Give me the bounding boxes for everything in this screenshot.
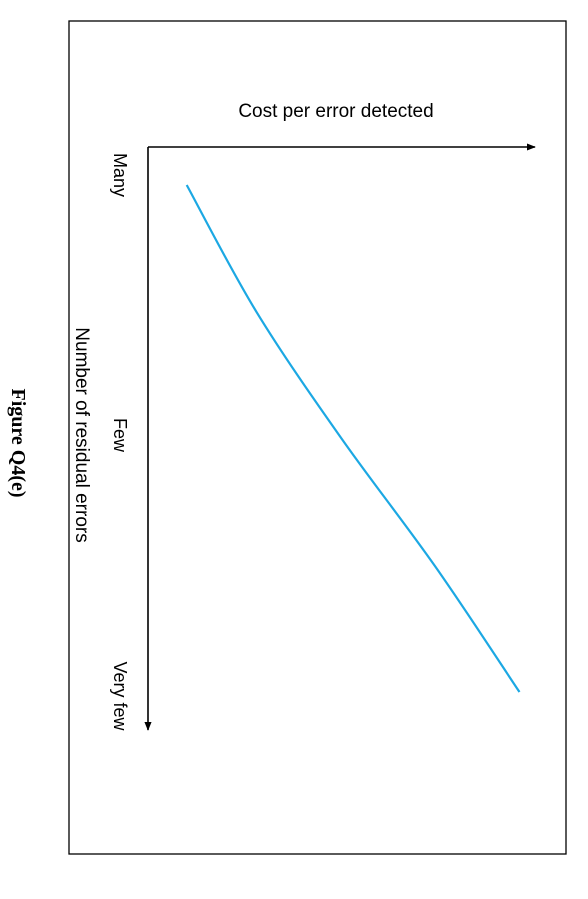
x-tick-label-many: Many bbox=[110, 153, 130, 197]
x-tick-label-very-few: Very few bbox=[110, 661, 130, 731]
x-axis-title: Number of residual errors bbox=[71, 327, 92, 542]
y-axis-title: Cost per error detected bbox=[238, 101, 433, 122]
figure-caption: Figure Q4(e) bbox=[7, 388, 29, 497]
series-curve bbox=[185, 184, 521, 693]
figure-frame bbox=[68, 20, 567, 855]
x-tick-label-few: Few bbox=[110, 418, 130, 453]
